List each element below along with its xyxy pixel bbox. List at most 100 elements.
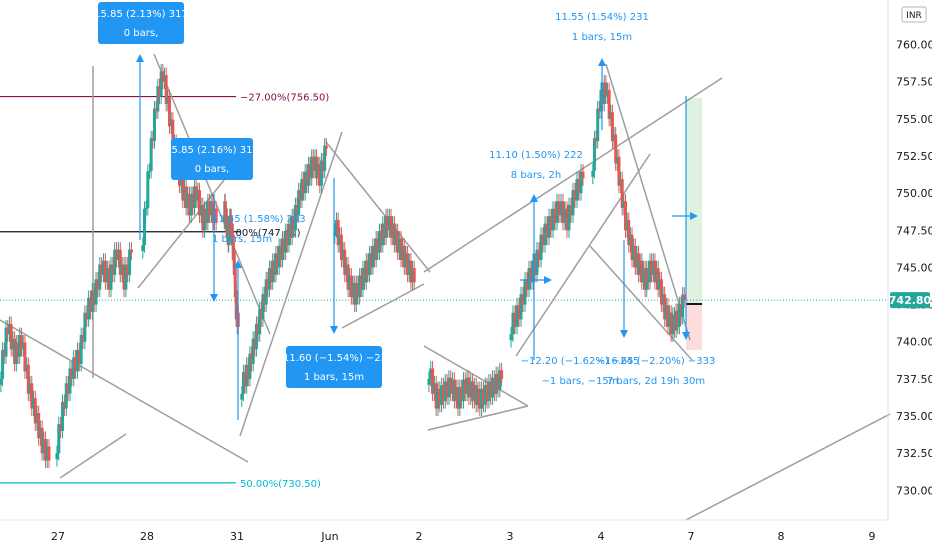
candle-body — [594, 138, 598, 142]
candle-body — [9, 323, 13, 350]
candle-body — [254, 323, 258, 350]
candle-body — [452, 379, 456, 402]
candle-body — [353, 283, 357, 305]
candle-body — [81, 335, 85, 342]
candle-body — [105, 268, 109, 283]
candle-body — [203, 208, 206, 231]
candle-body — [427, 378, 431, 385]
candle-body — [359, 275, 363, 290]
x-tick-label: 31 — [230, 530, 244, 543]
candle-body — [305, 171, 309, 186]
candle-body — [341, 249, 345, 260]
candle-body — [44, 439, 48, 461]
arrow-head — [136, 54, 144, 62]
candle-body — [366, 260, 370, 275]
candle-body — [617, 156, 621, 186]
measure-label-line2: 0 bars, — [124, 28, 159, 39]
candle-body — [311, 156, 315, 171]
measure-label-line2: 7 bars, 2d 19h 30m — [607, 376, 705, 387]
candle-body — [376, 238, 380, 253]
candle-body — [461, 379, 465, 402]
candle-body — [344, 264, 348, 275]
candle-body — [88, 297, 92, 312]
candle-body — [620, 179, 624, 208]
trendline — [605, 63, 691, 341]
x-tick-label: 2 — [416, 530, 423, 543]
candle-body — [513, 312, 517, 327]
y-tick-label: 755.00 — [896, 113, 932, 126]
candle-body — [358, 275, 362, 298]
candle-body — [258, 309, 262, 335]
candle-body — [571, 190, 575, 216]
candle-body — [658, 279, 662, 290]
candle-body — [274, 253, 278, 275]
candle-body — [240, 393, 244, 400]
measure-label-line1: 11.10 (1.50%) 222 — [489, 150, 583, 161]
candle-body — [597, 108, 601, 112]
candle-body — [267, 268, 271, 290]
candle-body — [148, 170, 151, 172]
currency-badge[interactable]: INR — [901, 6, 927, 23]
candle-body — [599, 89, 603, 112]
candle-body — [669, 312, 673, 335]
candle-body — [529, 268, 533, 283]
measure-label-line2: 1 bars, 15m — [572, 32, 632, 43]
candle-body — [293, 205, 297, 231]
candle-body — [168, 97, 171, 127]
candle-body — [432, 383, 436, 394]
candle-body — [68, 368, 72, 394]
candle-body — [75, 349, 79, 372]
candle-body — [151, 138, 155, 142]
y-tick-label: 732.50 — [896, 447, 932, 460]
candle-body — [14, 342, 18, 364]
x-tick-label: Jun — [320, 530, 338, 543]
candle-body — [663, 294, 667, 320]
candle-body — [545, 223, 549, 238]
candle-body — [411, 268, 415, 283]
candle-body — [184, 186, 188, 208]
candle-body — [11, 338, 15, 350]
candle-body — [671, 314, 675, 335]
candle-body — [233, 268, 237, 298]
candle-body — [487, 381, 491, 402]
candle-body — [107, 268, 111, 290]
candle-body — [118, 249, 122, 275]
candle-body — [166, 97, 170, 104]
candle-body — [261, 294, 265, 320]
candle-body — [83, 312, 87, 342]
candle-body — [79, 335, 83, 364]
candle-body — [256, 323, 260, 335]
candle-body — [23, 342, 27, 372]
candle-body — [539, 234, 543, 260]
candle-body — [87, 297, 91, 320]
candle-body — [377, 231, 381, 253]
trendline — [153, 53, 271, 335]
candle-body — [537, 249, 541, 260]
arrow-head — [530, 194, 538, 202]
candle-body — [368, 253, 372, 275]
candle-body — [563, 208, 567, 223]
x-tick-label: 7 — [688, 530, 695, 543]
candle-body — [343, 249, 347, 275]
candle-body — [7, 323, 11, 335]
candle-body — [334, 219, 338, 231]
candle-body — [243, 372, 247, 387]
candle-body — [266, 279, 270, 290]
candle-body — [601, 89, 605, 104]
candle-body — [363, 268, 367, 283]
candle-body — [124, 264, 128, 290]
candle-body — [674, 310, 678, 331]
measure-label-line1: 11.55 (1.54%) 231 — [555, 12, 649, 23]
horizontal-levels: −27.00%(756.50) 0.00%(747.40) 50.00%(730.5… — [0, 93, 888, 490]
candle-body — [443, 381, 447, 402]
candle-body — [643, 268, 647, 290]
candle-body — [485, 385, 489, 402]
candle-body — [33, 398, 37, 424]
candle-body — [681, 294, 685, 318]
candle-body — [591, 170, 595, 177]
candle-body — [333, 230, 337, 237]
candle-body — [269, 268, 273, 283]
candle-body — [248, 353, 252, 379]
